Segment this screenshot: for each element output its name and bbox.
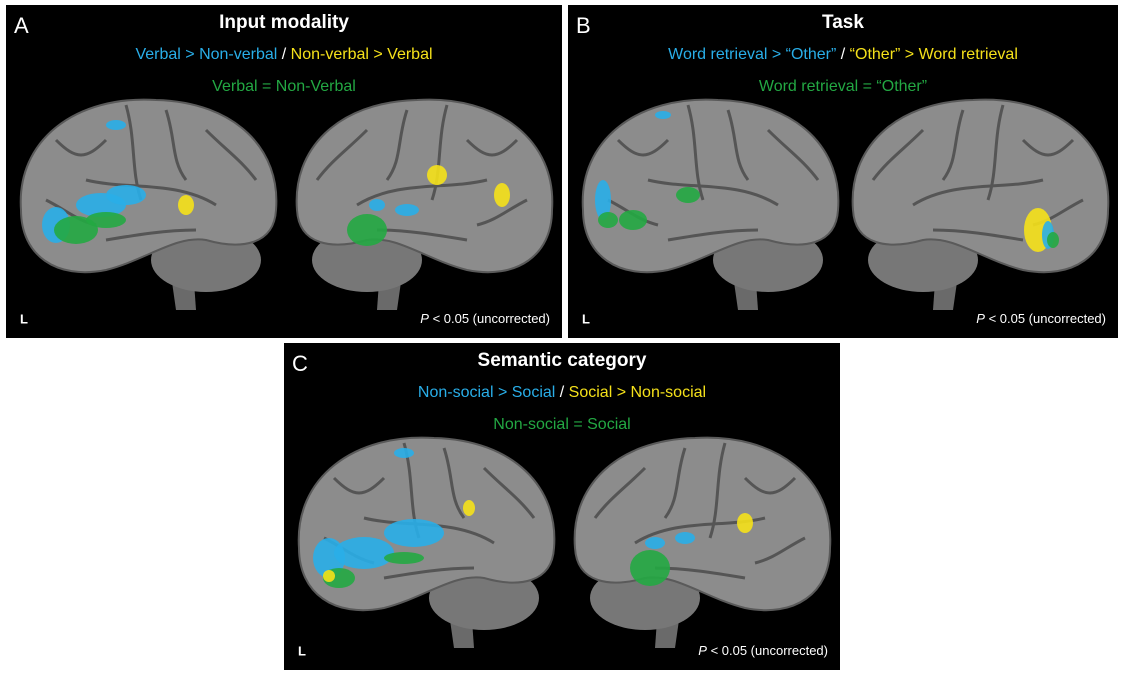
contrast-legend: Non-social > Social / Social > Non-socia… (418, 384, 706, 401)
activation (463, 500, 475, 516)
panel-canvas: C Semantic category Non-social > Social / … (284, 343, 840, 670)
legend-separator: / (836, 46, 849, 63)
contrast-legend: Verbal > Non-verbal / Non-verbal > Verba… (135, 46, 432, 63)
legend-separator: / (555, 384, 568, 401)
panel-letter: B (576, 13, 591, 38)
activation (106, 120, 126, 130)
activation (598, 212, 618, 228)
activation (737, 513, 753, 533)
equal-legend: Non-social = Social (493, 416, 630, 433)
p-threshold: P < 0.05 (uncorrected) (698, 643, 828, 658)
hemisphere-label: L (298, 643, 306, 658)
activation (619, 210, 647, 230)
legend-separator: / (277, 46, 290, 63)
activation (384, 519, 444, 547)
panel-letter: C (292, 351, 308, 376)
activation (394, 448, 414, 458)
panel-canvas: B Task Word retrieval > “Other” / “Other” … (568, 5, 1118, 338)
panel-letter: A (14, 13, 29, 38)
activation (676, 187, 700, 203)
legend-contrast-a: Verbal > Non-verbal (135, 46, 277, 63)
figure: {"panels": [ {"letter": "A", "title": "I… (0, 0, 1123, 673)
activation (675, 532, 695, 544)
p-symbol: P (420, 311, 429, 326)
panel-title: Semantic category (478, 350, 647, 371)
brain (583, 100, 839, 310)
equal-legend: Word retrieval = “Other” (759, 78, 927, 95)
panel-title: Task (822, 12, 864, 33)
panel: C Semantic category Non-social > Social / … (284, 343, 840, 670)
activation (1047, 232, 1059, 248)
brain (575, 438, 831, 648)
p-text: < 0.05 (uncorrected) (429, 311, 550, 326)
panel-canvas: A Input modality Verbal > Non-verbal / Non… (6, 5, 562, 338)
activation (86, 212, 126, 228)
brain (299, 438, 555, 648)
panel: A Input modality Verbal > Non-verbal / Non… (6, 5, 562, 338)
brain (853, 100, 1109, 310)
p-text: < 0.05 (uncorrected) (707, 643, 828, 658)
legend-contrast-b: “Other” > Word retrieval (850, 46, 1018, 63)
activation (347, 214, 387, 246)
activation (323, 570, 335, 582)
hemisphere-label: L (582, 311, 590, 326)
activation (427, 165, 447, 185)
contrast-legend: Word retrieval > “Other” / “Other” > Wor… (668, 46, 1018, 63)
legend-contrast-b: Non-verbal > Verbal (291, 46, 433, 63)
p-threshold: P < 0.05 (uncorrected) (420, 311, 550, 326)
brain (21, 100, 277, 310)
brain (297, 100, 553, 310)
legend-contrast-b: Social > Non-social (569, 384, 706, 401)
activation (494, 183, 510, 207)
p-threshold: P < 0.05 (uncorrected) (976, 311, 1106, 326)
equal-legend: Verbal = Non-Verbal (212, 78, 356, 95)
p-symbol: P (976, 311, 985, 326)
activation (630, 550, 670, 586)
activation (334, 537, 394, 569)
activation (655, 111, 671, 119)
hemisphere-label: L (20, 311, 28, 326)
p-text: < 0.05 (uncorrected) (985, 311, 1106, 326)
activation (645, 537, 665, 549)
p-symbol: P (698, 643, 707, 658)
panel: B Task Word retrieval > “Other” / “Other” … (568, 5, 1118, 338)
activation (384, 552, 424, 564)
panel-title: Input modality (219, 12, 349, 33)
legend-contrast-a: Non-social > Social (418, 384, 555, 401)
activation (178, 195, 194, 215)
activation (369, 199, 385, 211)
activation (395, 204, 419, 216)
activation (106, 185, 146, 205)
legend-contrast-a: Word retrieval > “Other” (668, 46, 836, 63)
